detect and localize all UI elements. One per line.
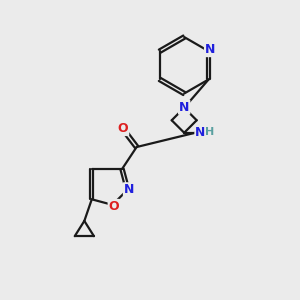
Text: N: N	[179, 101, 189, 114]
Text: H: H	[206, 127, 215, 137]
Text: O: O	[118, 122, 128, 135]
Text: O: O	[109, 200, 119, 213]
Text: N: N	[195, 126, 206, 139]
Text: N: N	[124, 183, 134, 196]
Text: N: N	[205, 43, 215, 56]
